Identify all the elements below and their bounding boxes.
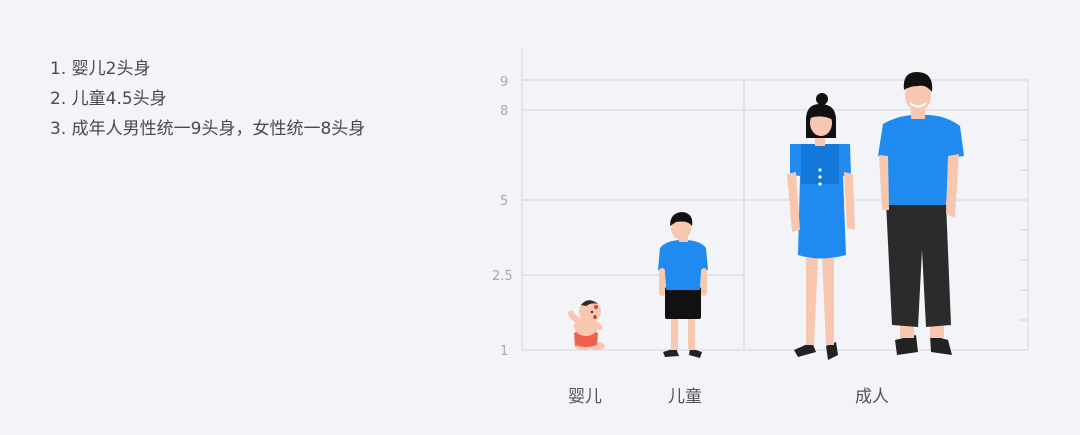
proportion-notes: 1. 婴儿2头身 2. 儿童4.5头身 3. 成年人男性统一9头身，女性统一8头… — [50, 54, 365, 144]
category-child-label: 儿童 — [668, 387, 702, 407]
tick-label-1: 1 — [500, 344, 508, 359]
tick-label-9: 9 — [500, 75, 508, 90]
tick-label-8: 8 — [500, 104, 508, 119]
category-adult-label: 成人 — [855, 387, 889, 407]
note-baby: 1. 婴儿2头身 — [50, 59, 151, 79]
note-adult: 3. 成年人男性统一9头身，女性统一8头身 — [50, 119, 366, 139]
tick-label-5: 5 — [500, 194, 508, 209]
baby-illustration — [568, 300, 605, 350]
woman-illustration — [787, 93, 855, 360]
man-illustration — [878, 72, 964, 355]
tick-label-2-5: 2.5 — [492, 269, 513, 284]
note-child: 2. 儿童4.5头身 — [50, 89, 167, 109]
child-illustration — [658, 212, 708, 358]
scale-frame — [521, 48, 1029, 351]
category-baby-label: 婴儿 — [568, 387, 602, 407]
